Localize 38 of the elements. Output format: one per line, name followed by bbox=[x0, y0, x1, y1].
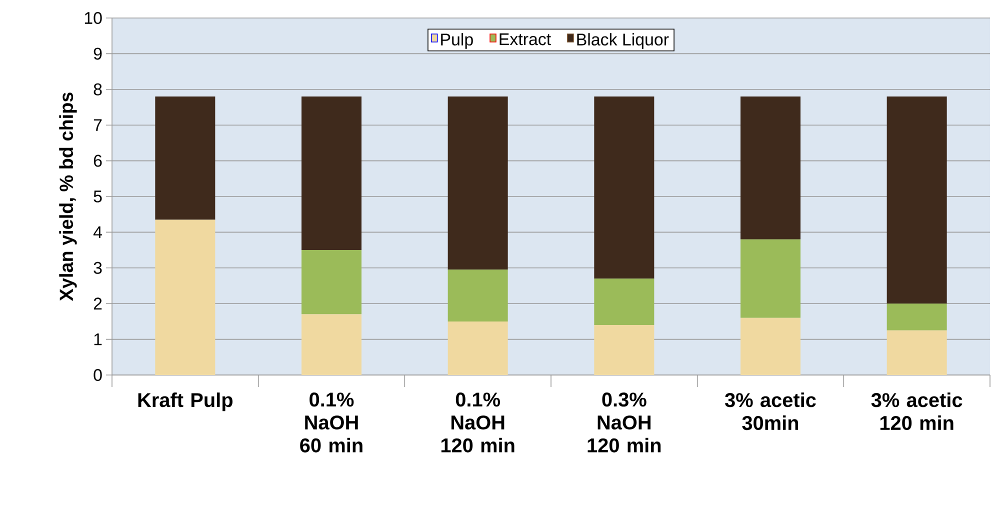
y-tick-label: 3 bbox=[94, 262, 102, 274]
x-tick-label: 0.1% NaOH 120 min bbox=[441, 392, 514, 452]
x-tick-label: 3% acetic 30min bbox=[724, 392, 816, 430]
x-tick-label: 0.3% NaOH 120 min bbox=[588, 392, 661, 452]
y-tick-label: 6 bbox=[94, 154, 102, 167]
x-tick-label: Kraft Pulp bbox=[138, 392, 232, 412]
y-tick-label: 2 bbox=[94, 298, 102, 310]
bar bbox=[594, 325, 654, 375]
bar bbox=[302, 314, 362, 375]
bar bbox=[448, 270, 508, 322]
bar bbox=[740, 239, 801, 318]
x-tick-label: 0.1% NaOH 60 min bbox=[300, 392, 362, 452]
y-tick-label: 10 bbox=[84, 12, 102, 24]
bar bbox=[886, 96, 947, 304]
bar bbox=[886, 330, 947, 375]
bar bbox=[302, 250, 362, 314]
y-tick-label: 4 bbox=[93, 226, 102, 238]
y-axis-title: Xylan yield, % bd chips bbox=[59, 92, 77, 301]
legend-label: Black Liquor bbox=[577, 33, 669, 49]
bar bbox=[594, 278, 654, 326]
bar bbox=[448, 96, 508, 270]
y-tick-label: 7 bbox=[94, 119, 102, 131]
x-tick-label: 3% acetic 120 min bbox=[871, 392, 962, 430]
bar bbox=[155, 96, 216, 220]
bar bbox=[155, 220, 216, 375]
y-tick-label: 8 bbox=[94, 83, 102, 96]
y-tick-label: 0 bbox=[94, 369, 102, 381]
y-tick-label: 9 bbox=[94, 48, 102, 60]
bar bbox=[740, 96, 801, 240]
y-tick-label: 5 bbox=[94, 190, 102, 202]
bar bbox=[740, 318, 801, 375]
bar bbox=[886, 304, 947, 330]
bar bbox=[448, 321, 508, 375]
bar bbox=[594, 96, 654, 279]
y-tick-label: 1 bbox=[94, 333, 102, 346]
legend-label: Extract bbox=[500, 33, 551, 46]
bar bbox=[302, 96, 362, 250]
legend-label: Pulp bbox=[441, 33, 473, 49]
